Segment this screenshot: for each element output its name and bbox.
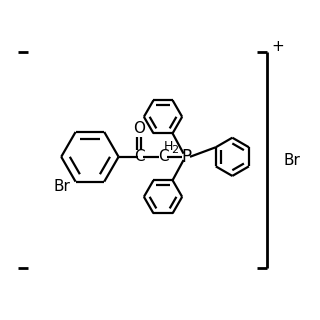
Text: Br: Br [284,153,301,167]
Text: 2: 2 [171,145,178,155]
Text: H: H [164,140,174,153]
Text: O: O [133,121,145,136]
Text: +: + [271,39,284,54]
Text: P: P [181,148,191,166]
Text: Br: Br [54,179,71,194]
Text: C: C [134,149,145,164]
Text: C: C [158,149,169,164]
